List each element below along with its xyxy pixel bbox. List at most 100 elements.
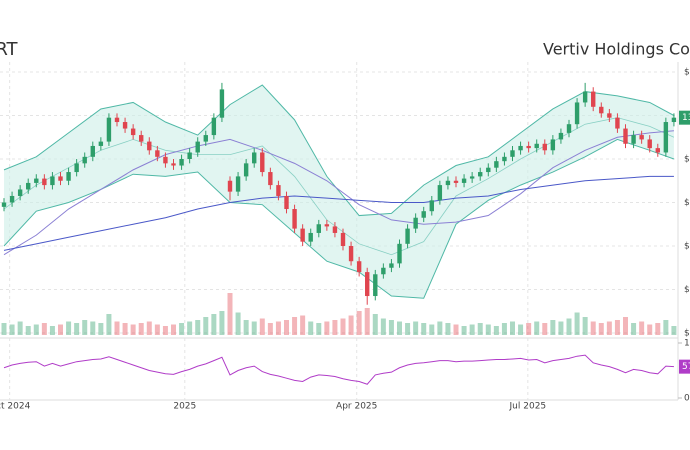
volume-bar	[308, 321, 314, 335]
x-tick-label: Apr 2025	[336, 402, 377, 412]
volume-bar	[9, 324, 15, 335]
candle-body	[486, 167, 491, 173]
chart-subtitle: Vertiv Holdings Co	[543, 40, 690, 59]
candle-body	[171, 163, 176, 166]
volume-bar	[41, 323, 47, 335]
y-tick-label: $160	[684, 68, 690, 78]
volume-bar	[550, 320, 556, 335]
candle-body	[324, 224, 330, 227]
y-tick-label: $60	[684, 285, 690, 295]
candle-body	[461, 178, 467, 183]
candle-body	[268, 172, 273, 186]
volume-bar	[106, 314, 112, 335]
candle-body	[365, 272, 370, 297]
candle-body	[243, 163, 249, 177]
candle-body	[106, 117, 112, 142]
candle-body	[591, 91, 596, 107]
candle-body	[66, 172, 71, 181]
candle-body	[98, 141, 104, 146]
volume-bar	[380, 318, 386, 335]
volume-bar	[17, 321, 23, 335]
candle-body	[663, 122, 669, 153]
candle-body	[356, 261, 362, 273]
volume-bar	[445, 323, 451, 335]
volume-bar	[663, 320, 669, 335]
candle-body	[494, 161, 499, 168]
volume-bar	[518, 324, 524, 335]
volume-bar	[421, 323, 427, 335]
volume-bar	[251, 321, 257, 335]
volume-bar	[372, 314, 378, 335]
volume-bar	[348, 315, 354, 335]
candle-body	[90, 145, 95, 157]
candle-body	[300, 228, 305, 242]
volume-bar	[324, 321, 330, 335]
candle-body	[179, 159, 184, 166]
volume-bar	[582, 317, 588, 335]
candle-body	[373, 274, 378, 297]
volume-bar	[397, 321, 402, 335]
volume-bar	[162, 326, 168, 335]
y-tick-label: $80	[684, 242, 690, 252]
candle-body	[139, 135, 144, 142]
volume-bar	[138, 323, 144, 335]
volume-bar	[453, 324, 459, 335]
volume-bar	[469, 324, 475, 335]
candle-body	[17, 189, 23, 196]
candle-body	[74, 163, 79, 173]
candle-body	[308, 232, 313, 242]
volume-bar	[574, 312, 580, 335]
candle-body	[58, 176, 63, 181]
candle-body	[82, 156, 87, 164]
candle-body	[469, 176, 475, 179]
candle-body	[9, 195, 15, 203]
volume-bar	[203, 317, 209, 335]
candle-body	[534, 143, 539, 149]
volume-bar	[614, 320, 620, 335]
volume-bar	[590, 321, 596, 335]
candle-body	[631, 135, 636, 144]
volume-bar	[655, 323, 661, 335]
volume-bar	[598, 323, 604, 335]
volume-bar	[388, 320, 394, 335]
volume-bar	[114, 321, 120, 335]
volume-bar	[130, 324, 136, 335]
volume-bar	[631, 323, 637, 335]
volume-bar	[332, 320, 338, 335]
y-tick-label: $120	[684, 155, 690, 165]
candle-body	[550, 139, 556, 151]
volume-bar	[493, 326, 499, 335]
volume-bar	[187, 321, 193, 335]
candle-body	[235, 176, 241, 192]
candle-body	[389, 263, 394, 268]
candle-body	[526, 145, 531, 149]
bollinger-lower	[3, 138, 675, 299]
rsi-last-label: 57	[682, 362, 690, 372]
volume-bar	[526, 323, 532, 335]
y-tick-label: $100	[684, 198, 690, 208]
candle-body	[429, 200, 434, 212]
candle-body	[574, 102, 580, 125]
candle-body	[276, 185, 281, 196]
volume-bar	[316, 323, 322, 335]
candle-body	[453, 180, 459, 183]
candle-body	[639, 135, 644, 140]
candle-body	[316, 224, 321, 233]
candle-body	[542, 143, 547, 151]
last-price-box	[679, 110, 690, 125]
volume-bar	[405, 323, 411, 335]
candle-body	[260, 152, 265, 173]
candle-body	[437, 185, 443, 201]
candle-body	[130, 128, 136, 136]
candle-body	[252, 152, 257, 164]
volume-bar	[437, 321, 443, 335]
moving-average	[3, 175, 674, 251]
moving-average	[3, 130, 674, 256]
candle-body	[445, 180, 451, 186]
candle-body	[227, 180, 233, 192]
x-tick-label: Jul 2025	[509, 402, 547, 412]
volume-bar	[566, 318, 572, 335]
candle-body	[647, 139, 652, 149]
volume-bar	[122, 323, 128, 335]
